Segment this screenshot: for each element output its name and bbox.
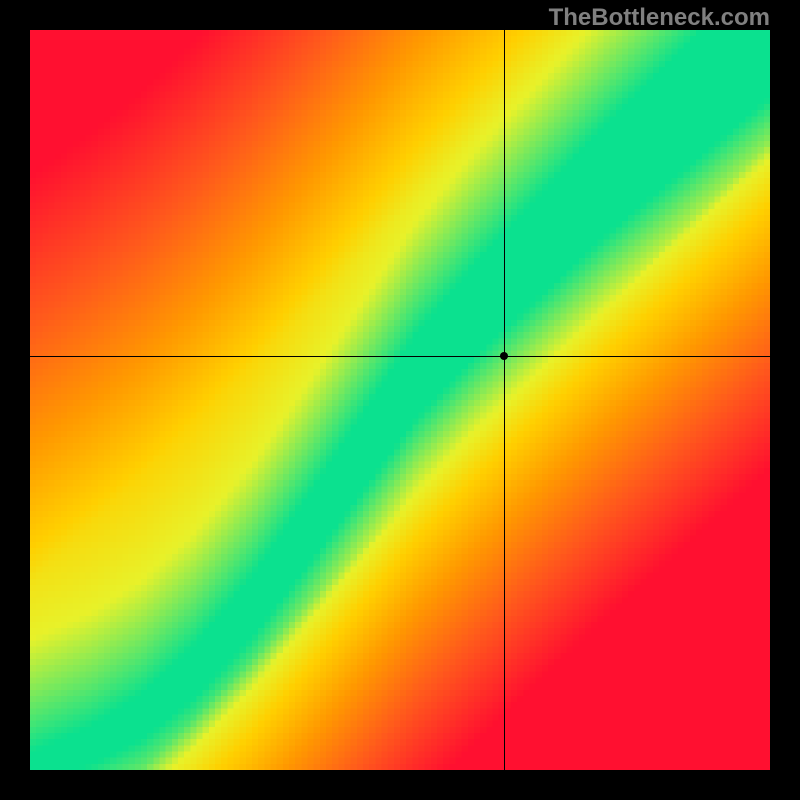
heatmap-canvas — [30, 30, 770, 770]
crosshair-horizontal — [30, 356, 770, 357]
watermark-text: TheBottleneck.com — [549, 4, 770, 32]
crosshair-vertical — [504, 30, 505, 770]
crosshair-marker-dot — [500, 352, 508, 360]
heatmap-plot-area — [30, 30, 770, 770]
